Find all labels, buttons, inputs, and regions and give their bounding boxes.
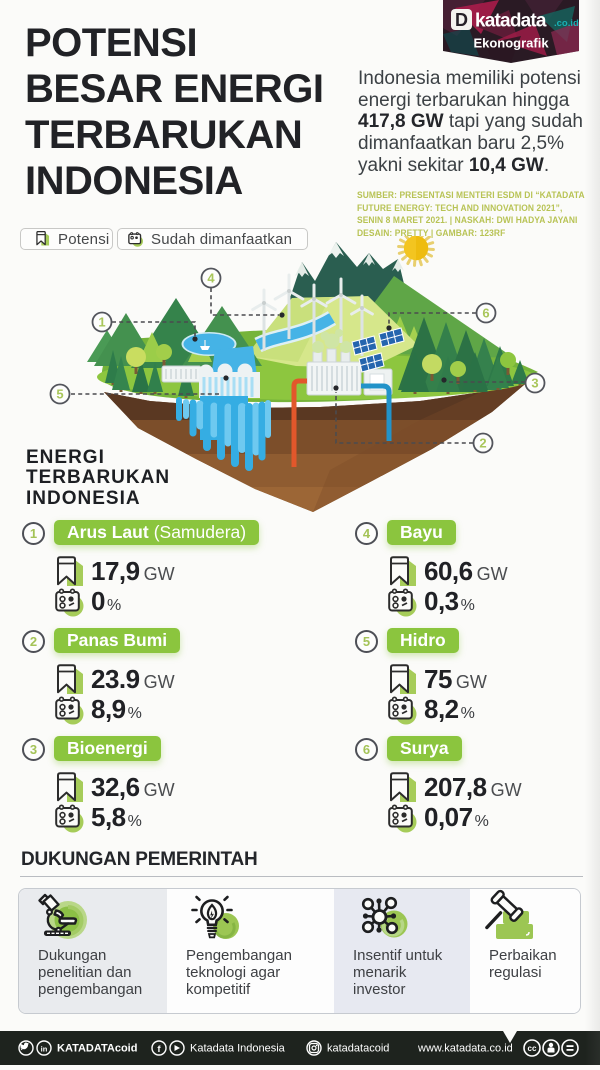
- svg-text:6: 6: [482, 306, 489, 321]
- svg-text:katadata: katadata: [475, 11, 547, 32]
- svg-text:f: f: [157, 1044, 161, 1055]
- svg-text:4: 4: [207, 271, 215, 286]
- svg-text:Ekonografik: Ekonografik: [473, 36, 549, 51]
- svg-text:KATADATAcoid: KATADATAcoid: [57, 1043, 137, 1055]
- svg-text:www.katadata.co.id: www.katadata.co.id: [417, 1043, 513, 1055]
- svg-text:cc: cc: [528, 1044, 537, 1053]
- svg-text:D: D: [455, 10, 468, 30]
- svg-text:.co.id: .co.id: [554, 18, 579, 29]
- svg-text:in: in: [41, 1045, 48, 1054]
- svg-text:2: 2: [479, 436, 486, 451]
- svg-text:3: 3: [531, 376, 538, 391]
- svg-text:1: 1: [98, 315, 105, 330]
- svg-text:Katadata Indonesia: Katadata Indonesia: [190, 1043, 286, 1055]
- svg-text:5: 5: [56, 387, 63, 402]
- svg-text:katadatacoid: katadatacoid: [327, 1043, 389, 1055]
